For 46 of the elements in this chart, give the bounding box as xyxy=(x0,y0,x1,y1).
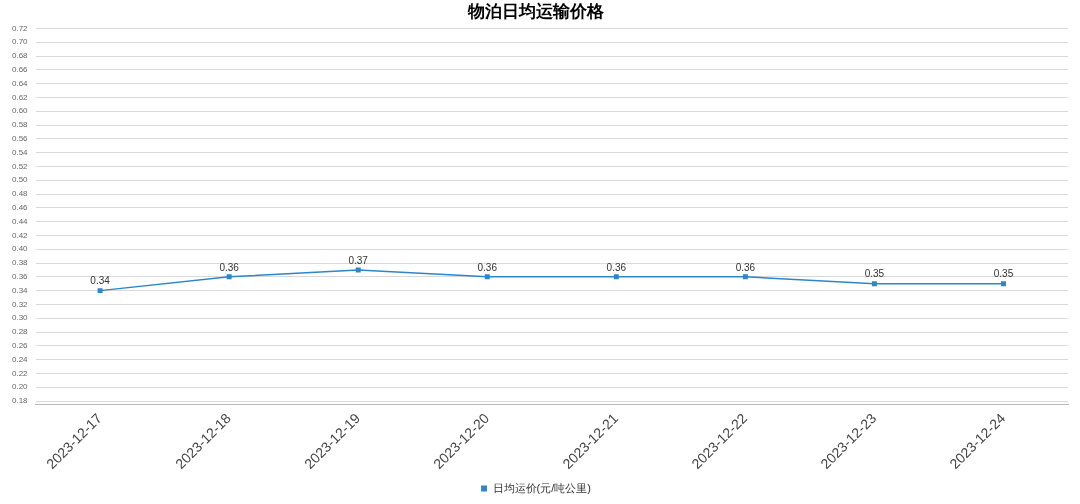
y-tick-label: 0.72 xyxy=(11,23,29,33)
point xyxy=(97,288,103,294)
y-tick-label: 0.60 xyxy=(11,106,29,116)
y-tick-label: 0.36 xyxy=(11,272,29,282)
y-tick-label: 0.34 xyxy=(11,285,29,295)
y-tick-label: 0.26 xyxy=(11,341,29,351)
data-label: 0.35 xyxy=(993,268,1014,280)
data-label: 0.36 xyxy=(477,261,498,273)
y-tick-label: 0.56 xyxy=(11,134,29,144)
point xyxy=(226,274,232,280)
data-label: 0.36 xyxy=(219,261,240,273)
y-tick-label: 0.42 xyxy=(11,230,29,240)
y-tick-label: 0.54 xyxy=(11,147,29,157)
y-tick-label: 0.20 xyxy=(11,382,29,392)
y-tick-label: 0.28 xyxy=(11,327,29,337)
point xyxy=(355,267,361,273)
y-tick-label: 0.68 xyxy=(11,51,29,61)
point xyxy=(484,274,490,280)
y-tick-label: 0.52 xyxy=(11,161,29,171)
y-tick-label: 0.66 xyxy=(11,65,29,75)
y-tick-label: 0.18 xyxy=(11,396,29,406)
y-tick-label: 0.22 xyxy=(11,368,29,378)
data-label: 0.35 xyxy=(864,268,885,280)
y-tick-label: 0.50 xyxy=(11,175,29,185)
data-label: 0.36 xyxy=(606,261,627,273)
y-tick-label: 0.58 xyxy=(11,120,29,130)
y-tick-label: 0.64 xyxy=(11,78,29,88)
y-tick-label: 0.44 xyxy=(11,216,29,226)
y-tick-label: 0.46 xyxy=(11,203,29,213)
chart-title: 物泊日均运输价格 xyxy=(467,1,605,21)
y-tick-label: 0.32 xyxy=(11,299,29,309)
point xyxy=(1001,281,1006,287)
data-label: 0.34 xyxy=(90,275,111,287)
legend-label: 日均运价(元/吨公里) xyxy=(492,481,591,494)
y-tick-label: 0.30 xyxy=(11,313,29,323)
y-tick-label: 0.48 xyxy=(11,189,29,199)
y-tick-label: 0.62 xyxy=(11,92,29,102)
y-tick-label: 0.24 xyxy=(11,354,29,364)
y-tick-label: 0.70 xyxy=(11,37,29,47)
point xyxy=(742,274,748,280)
data-label: 0.37 xyxy=(348,254,369,266)
point xyxy=(613,274,619,280)
point xyxy=(871,281,877,287)
y-tick-label: 0.38 xyxy=(11,258,29,268)
y-tick-label: 0.40 xyxy=(11,244,29,254)
data-label: 0.36 xyxy=(735,261,756,273)
